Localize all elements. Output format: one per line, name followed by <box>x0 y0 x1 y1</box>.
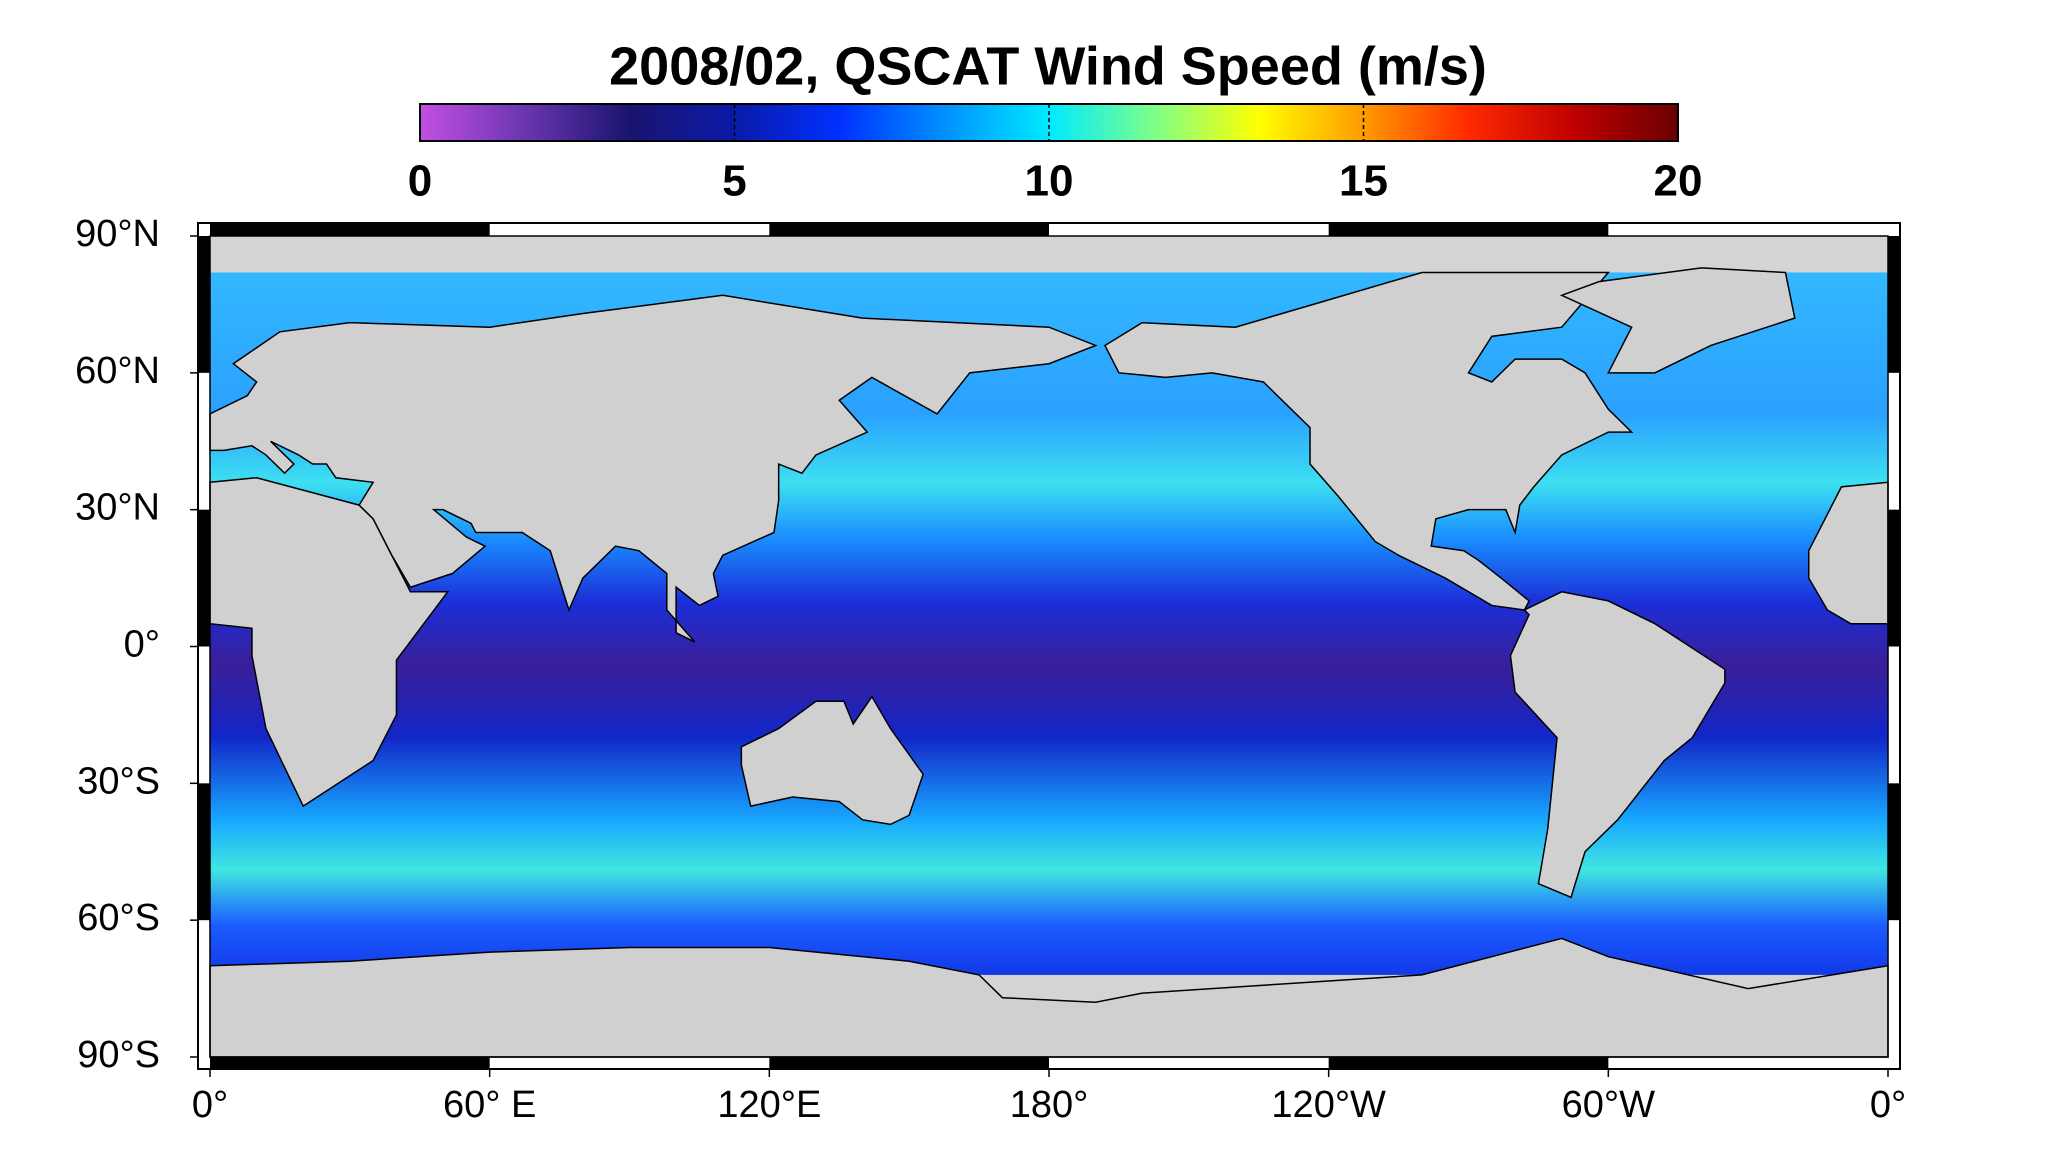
colorbar-tick-label: 15 <box>1339 157 1388 206</box>
y-tick-label: 60°S <box>77 897 160 939</box>
border-segment <box>210 1057 490 1070</box>
title: 2008/02, QSCAT Wind Speed (m/s) <box>609 36 1487 96</box>
land <box>1559 267 1796 374</box>
colorbar: 0 5 10 15 20 <box>408 103 1703 206</box>
border-segment <box>769 223 1049 236</box>
x-tick-label: 120°W <box>1271 1084 1386 1126</box>
border-segment <box>210 223 490 236</box>
inner-frame <box>209 235 1889 1058</box>
colorbar-tick-label: 20 <box>1654 157 1703 206</box>
x-tick-label: 120°E <box>717 1084 821 1126</box>
y-tick-label: 30°N <box>75 487 160 529</box>
border-segment <box>1328 223 1609 236</box>
colorbar-tick-label: 5 <box>722 157 746 206</box>
y-tick-label: 0° <box>124 624 160 666</box>
border-segment <box>769 1057 1049 1070</box>
land <box>209 294 1098 643</box>
land <box>1103 271 1634 611</box>
y-tick-label: 90°S <box>77 1034 160 1076</box>
x-tick-label: 0° <box>1870 1084 1906 1126</box>
border-segment <box>1888 236 1900 373</box>
land <box>1509 590 1726 899</box>
colorbar-tick-label: 10 <box>1025 157 1074 206</box>
colorbar-tick-label: 0 <box>408 157 432 206</box>
map: 0° 60° E 120°E 180° 120°W 60°W 0° 90°N 60°N 30°N 0… <box>75 213 1906 1126</box>
x-tick-label: 60° E <box>443 1084 536 1126</box>
border-segment <box>1888 509 1900 647</box>
y-tick-label: 30°S <box>77 760 160 802</box>
border-segment <box>1888 783 1900 921</box>
y-tick-label: 90°N <box>75 213 160 255</box>
border-segment <box>198 236 210 373</box>
x-tick-label: 0° <box>192 1084 228 1126</box>
x-tick-label: 60°W <box>1562 1084 1655 1126</box>
y-tick-label: 60°N <box>75 350 160 392</box>
border-segment <box>198 783 210 921</box>
border-segment <box>1328 1057 1609 1070</box>
border-segment <box>198 509 210 647</box>
land <box>740 695 924 826</box>
x-tick-label: 180° <box>1010 1084 1089 1126</box>
